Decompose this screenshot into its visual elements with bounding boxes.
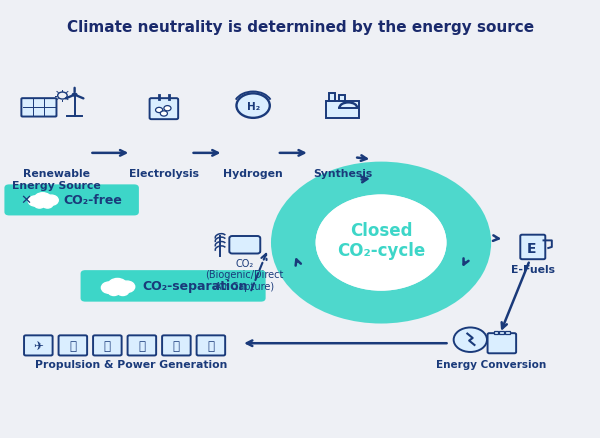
Circle shape <box>164 106 171 112</box>
Wedge shape <box>271 162 491 324</box>
Circle shape <box>44 196 58 206</box>
Circle shape <box>236 94 270 119</box>
Circle shape <box>34 201 45 208</box>
Circle shape <box>34 193 51 206</box>
Text: Electrolysis: Electrolysis <box>129 169 199 179</box>
Text: ✕: ✕ <box>20 194 31 206</box>
Bar <box>329 94 335 102</box>
Text: Closed: Closed <box>350 222 412 240</box>
Circle shape <box>117 287 129 296</box>
Bar <box>505 331 509 335</box>
FancyBboxPatch shape <box>80 271 266 302</box>
Circle shape <box>316 195 446 291</box>
Text: E: E <box>527 241 536 255</box>
Bar <box>494 331 497 335</box>
Circle shape <box>42 201 53 208</box>
FancyBboxPatch shape <box>93 336 122 356</box>
Bar <box>339 96 345 102</box>
FancyBboxPatch shape <box>4 185 139 216</box>
FancyBboxPatch shape <box>22 99 56 117</box>
FancyBboxPatch shape <box>197 336 225 356</box>
FancyBboxPatch shape <box>229 237 260 254</box>
Text: 🚢: 🚢 <box>104 339 111 352</box>
Text: CO₂-cycle: CO₂-cycle <box>337 242 425 260</box>
Text: ⛵: ⛵ <box>70 339 76 352</box>
Text: CO₂-free: CO₂-free <box>63 194 122 207</box>
Bar <box>499 331 503 335</box>
Circle shape <box>71 93 77 98</box>
FancyBboxPatch shape <box>149 99 178 120</box>
Text: CO₂
(Biogenic/Direct
Air Capture): CO₂ (Biogenic/Direct Air Capture) <box>205 258 283 291</box>
FancyBboxPatch shape <box>520 235 545 260</box>
Text: Climate neutrality is determined by the energy source: Climate neutrality is determined by the … <box>67 20 534 35</box>
Text: 🏭: 🏭 <box>208 339 214 352</box>
Text: Synthesis: Synthesis <box>313 169 372 179</box>
Circle shape <box>155 108 163 113</box>
FancyBboxPatch shape <box>162 336 191 356</box>
Text: CO₂-separation: CO₂-separation <box>143 280 248 293</box>
Text: Hydrogen: Hydrogen <box>223 169 283 179</box>
FancyBboxPatch shape <box>326 102 359 119</box>
FancyBboxPatch shape <box>128 336 156 356</box>
Text: H₂: H₂ <box>247 101 260 111</box>
Circle shape <box>108 287 120 296</box>
Circle shape <box>160 112 167 117</box>
Text: Renewable
Energy Source: Renewable Energy Source <box>13 169 101 191</box>
Text: 🚜: 🚜 <box>173 339 180 352</box>
Text: 🚆: 🚆 <box>139 339 145 352</box>
Circle shape <box>101 283 117 293</box>
Text: ✈: ✈ <box>34 339 43 352</box>
FancyBboxPatch shape <box>488 333 516 353</box>
Text: E-Fuels: E-Fuels <box>511 265 555 275</box>
Text: Propulsion & Power Generation: Propulsion & Power Generation <box>35 359 227 369</box>
FancyBboxPatch shape <box>24 336 53 356</box>
Text: Energy Conversion: Energy Conversion <box>436 359 546 369</box>
Circle shape <box>119 282 135 293</box>
Circle shape <box>108 279 127 293</box>
Circle shape <box>454 328 487 352</box>
Circle shape <box>28 196 42 207</box>
FancyBboxPatch shape <box>59 336 87 356</box>
